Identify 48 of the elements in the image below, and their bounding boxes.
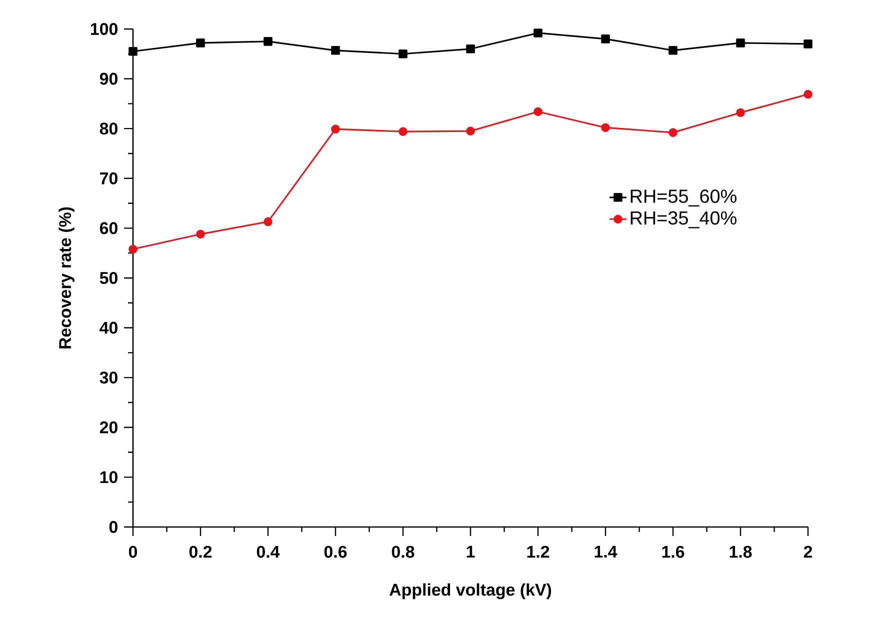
x-tick-label: 2 [804,546,812,558]
x-tick-label: 0 [128,546,138,558]
x-tick-label: 0.8 [392,546,414,558]
point [534,107,542,116]
y-tick-label: 50 [100,272,118,284]
y-tick-label: 70 [100,172,118,184]
y-axis-title: Recovery rate (%) [58,207,74,348]
x-tick-label: 0.4 [256,546,280,558]
y-tick-label: 90 [100,72,118,85]
legend-label: RH=35_40% [630,211,736,228]
point [466,44,475,54]
point [736,108,745,118]
y-tick-label: 0 [109,520,118,533]
point [196,38,205,48]
x-tick-label: 0.6 [324,546,347,558]
x-axis-title: Applied voltage (kV) [390,583,552,600]
point [601,123,610,132]
point [736,38,745,48]
point [668,46,678,55]
x-tick-label: 1.8 [730,546,752,558]
point [601,34,610,44]
point [804,90,812,99]
point [128,244,138,254]
point [196,230,205,239]
point [264,217,272,226]
point [264,37,272,46]
point [331,46,340,55]
y-tick-label: 20 [100,421,118,434]
legend-label: RH=55_60% [630,190,736,206]
point [331,124,340,134]
y-tick-label: 60 [100,222,118,234]
x-tick-label: 1.2 [527,546,550,558]
point [398,49,408,58]
point [466,126,475,136]
point [534,28,542,38]
y-tick-label: 80 [100,122,118,135]
y-tick-label: 10 [100,471,118,484]
x-tick-label: 1.6 [662,546,684,558]
y-tick-label: 40 [100,322,118,334]
point [668,128,678,137]
y-tick-label: 100 [90,22,118,35]
point [128,46,138,56]
x-tick-label: 1 [466,546,475,558]
y-tick-label: 30 [100,372,118,384]
point [398,127,408,136]
x-tick-label: 1.4 [594,546,618,558]
x-tick-label: 0.2 [189,546,212,558]
point [804,40,812,48]
